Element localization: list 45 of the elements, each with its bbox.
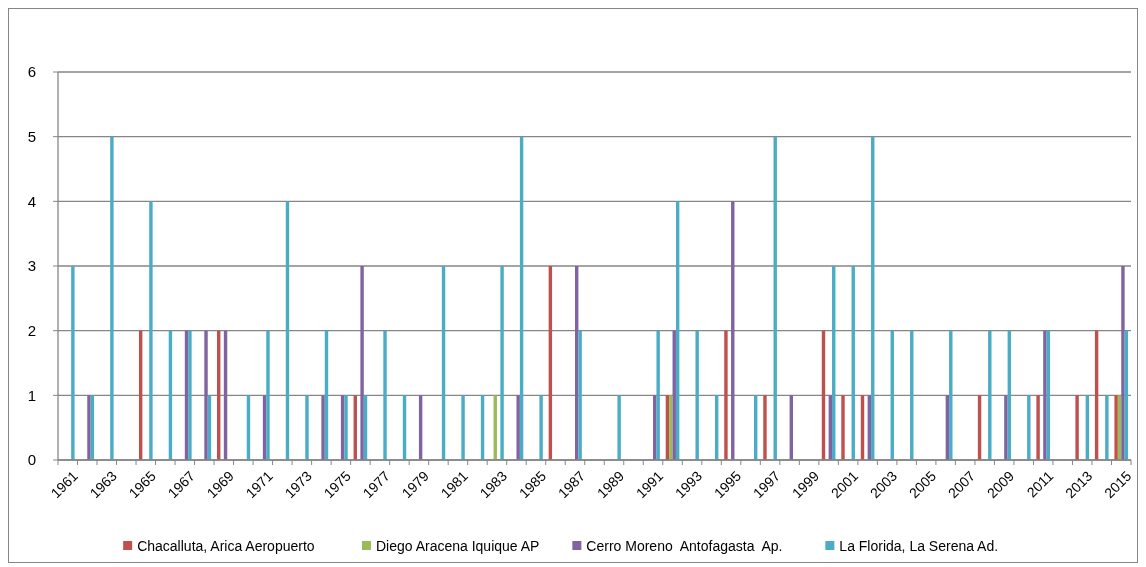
bar <box>110 136 114 460</box>
bar <box>1004 395 1008 460</box>
bar <box>656 330 660 460</box>
y-tick-label: 3 <box>27 257 36 275</box>
bar <box>188 330 192 460</box>
bar <box>360 266 364 460</box>
bar <box>669 395 673 460</box>
bar <box>1043 330 1047 460</box>
bar <box>383 330 387 460</box>
bar <box>1027 395 1031 460</box>
bar <box>500 266 504 460</box>
y-tick-label: 6 <box>27 63 36 81</box>
bar <box>578 330 582 460</box>
bar <box>204 330 208 460</box>
bar <box>763 395 767 460</box>
bar <box>841 395 845 460</box>
bar <box>617 395 621 460</box>
bar <box>266 330 270 460</box>
bar <box>1105 395 1109 460</box>
legend-label: Chacalluta, Arica Aeropuerto <box>137 537 315 554</box>
legend-label: Cerro Moreno Antofagasta Ap. <box>586 537 783 554</box>
bar <box>988 330 992 460</box>
bar <box>461 395 465 460</box>
bar <box>71 266 75 460</box>
bar <box>1121 266 1125 460</box>
bar <box>87 395 91 460</box>
bar <box>321 395 325 460</box>
y-tick-label: 5 <box>27 127 36 145</box>
bar <box>1114 395 1118 460</box>
y-tick-label: 2 <box>27 321 36 339</box>
bar <box>773 136 777 460</box>
y-tick-label: 0 <box>27 451 36 469</box>
bar <box>1075 395 1079 460</box>
bar <box>539 395 543 460</box>
legend-label: Diego Aracena Iquique AP <box>375 537 540 554</box>
bar <box>344 395 348 460</box>
bar <box>1036 395 1040 460</box>
legend-label: La Florida, La Serena Ad. <box>839 537 999 554</box>
bar <box>695 330 699 460</box>
bar <box>149 201 153 460</box>
y-tick-label: 4 <box>27 192 36 210</box>
bar <box>724 330 728 460</box>
bar <box>516 395 520 460</box>
bar <box>305 395 309 460</box>
y-tick-label: 1 <box>27 386 36 404</box>
